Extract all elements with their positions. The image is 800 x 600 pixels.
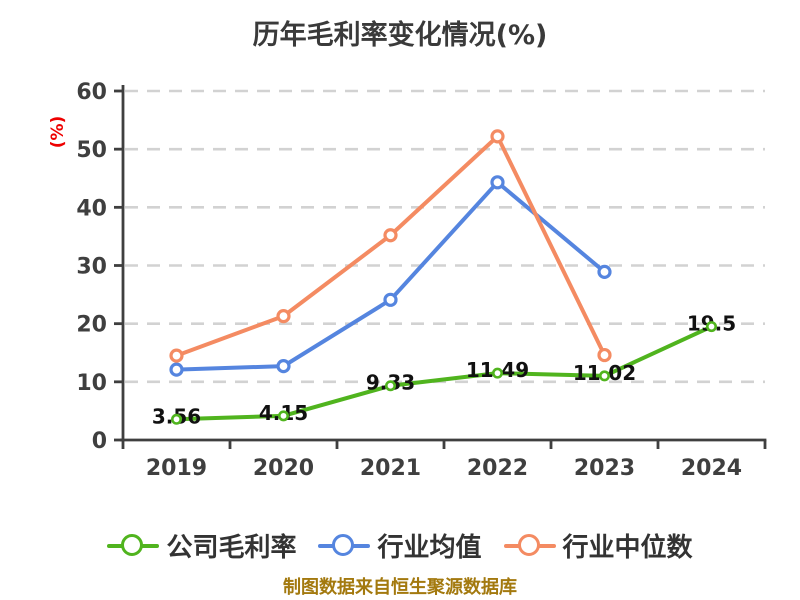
data-point xyxy=(490,175,505,190)
x-tick-label: 2024 xyxy=(681,456,742,481)
y-tick-label: 50 xyxy=(76,138,107,163)
y-tick-label: 60 xyxy=(76,80,107,105)
y-tick-label: 0 xyxy=(92,429,107,454)
chart-title: 历年毛利率变化情况(%) xyxy=(252,20,548,51)
legend-circle-icon xyxy=(517,533,540,556)
data-point xyxy=(169,348,184,363)
legend-label: 公司毛利率 xyxy=(166,533,297,563)
series-line-1 xyxy=(174,180,607,372)
y-tick-label: 20 xyxy=(76,313,107,338)
data-point xyxy=(597,264,612,279)
plot-area: 01020304050602019202020212022202320243.5… xyxy=(76,80,767,481)
legend-circle-icon xyxy=(332,533,355,556)
data-point xyxy=(705,321,717,333)
legend: 公司毛利率 行业均值 行业中位数 xyxy=(0,527,800,564)
legend-marker-icon xyxy=(318,532,371,560)
legend-label: 行业中位数 xyxy=(562,533,693,563)
y-axis-label: (%) xyxy=(48,116,68,149)
data-point xyxy=(171,413,183,425)
data-point xyxy=(490,129,505,144)
x-tick-label: 2019 xyxy=(146,456,207,481)
legend-circle-icon xyxy=(121,533,144,556)
legend-marker-icon xyxy=(107,532,160,560)
data-point xyxy=(276,359,291,374)
data-point xyxy=(169,362,184,377)
legend-label: 行业均值 xyxy=(377,533,482,563)
x-tick-label: 2022 xyxy=(467,456,528,481)
data-point xyxy=(597,347,612,363)
data-point xyxy=(598,370,610,382)
y-tick-label: 10 xyxy=(76,371,107,396)
legend-item-0: 公司毛利率 xyxy=(107,527,296,564)
data-point xyxy=(383,228,398,243)
footer-note: 制图数据来自恒生聚源数据库 xyxy=(283,577,517,598)
y-tick-label: 30 xyxy=(76,255,107,280)
data-point xyxy=(384,380,396,392)
x-tick-label: 2023 xyxy=(574,456,635,481)
data-point xyxy=(383,292,398,307)
x-tick-label: 2021 xyxy=(360,456,421,481)
series-line-0 xyxy=(174,324,714,422)
legend-item-1: 行业均值 xyxy=(318,527,482,564)
data-point xyxy=(276,309,291,324)
data-point xyxy=(491,367,503,379)
legend-item-2: 行业中位数 xyxy=(503,527,693,564)
data-point xyxy=(277,410,289,422)
x-tick-label: 2020 xyxy=(253,456,314,481)
legend-marker-icon xyxy=(503,532,556,560)
y-tick-label: 40 xyxy=(76,196,107,221)
